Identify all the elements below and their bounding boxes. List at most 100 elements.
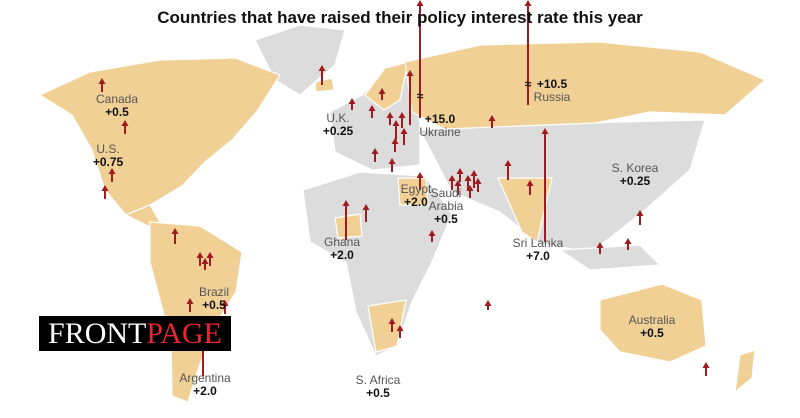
rate-change: +15.0 [424,112,456,126]
country-label: S. Africa +0.5 [356,374,401,400]
arrowhead [101,185,109,191]
arrowhead [121,120,129,126]
arrowhead [391,138,399,144]
country-label: S. Korea +0.25 [612,162,659,188]
rate-change: +0.75 [92,155,124,169]
country-label: Egypt +2.0 [401,183,432,209]
arrowhead [454,180,462,186]
country-name: S. Korea [611,161,659,175]
asia-shape [419,119,706,253]
country-name: Saudi Arabia [428,186,464,213]
arrowhead [386,112,394,118]
rate-change: +0.5 [434,212,458,226]
country-name: Ghana [323,235,361,249]
arrowhead [624,238,632,244]
frontpage-logo: FRONT PAGE [39,316,231,351]
map-title: Countries that have raised their policy … [157,8,643,27]
rate-change: +0.5 [366,386,390,400]
arrowhead [398,112,406,118]
arrowhead [448,175,456,181]
country-label: Canada +0.5 [96,93,138,119]
arrowhead [362,204,370,210]
rate-change: +2.0 [193,384,217,398]
logo-part2: PAGE [146,316,222,350]
country-label: +10.5 Russia [534,78,571,104]
arrowhead [456,168,464,174]
arrowhead [368,105,376,111]
south-america-shape [149,221,243,403]
axis-break-icon: ≈ [417,89,424,103]
arrowhead [378,88,386,94]
country-label: Saudi Arabia +0.5 [421,187,471,226]
arrowhead [396,325,404,331]
arrowhead [206,252,214,258]
arrowhead [342,200,350,206]
indonesia-shape [558,244,662,271]
country-name: Brazil [198,285,230,299]
rate-change: +0.5 [640,326,664,340]
arrowhead [186,298,194,304]
arrowhead [636,210,644,216]
india-shape [497,177,553,243]
iceland-shape [314,77,335,93]
arrowhead [392,120,400,126]
country-name: U.S. [96,142,120,156]
arrowhead [201,258,209,264]
arrowhead [541,128,549,134]
arrowhead [596,242,604,248]
rate-change: +2.0 [330,248,354,262]
logo-part1: FRONT [48,316,147,350]
axis-break-icon: ≈ [525,77,532,91]
rate-change: +0.5 [202,298,226,312]
rate-change: +2.0 [404,195,428,209]
rate-change: +0.5 [105,105,129,119]
arrowhead [221,300,229,306]
rate-change: +0.25 [619,174,651,188]
country-name: Egypt [400,182,432,196]
arrowhead [466,185,474,191]
arrowhead [474,178,482,184]
arrowhead [108,168,116,174]
country-label: +15.0 Ukraine [419,113,460,139]
central-america-shape [124,204,161,227]
arrowhead [196,252,204,258]
arrowhead [416,0,424,6]
new-zealand-shape [734,349,756,394]
arrowhead [464,175,472,181]
arrowhead [488,115,496,121]
arrowhead [348,98,356,104]
rate-change: +0.25 [322,124,354,138]
arrowhead [406,70,414,76]
country-name: Argentina [179,371,231,385]
arrowhead [484,300,492,306]
arrowhead [318,65,326,71]
country-name: U.K. [326,111,350,125]
arrowhead [524,0,532,6]
country-name: Ukraine [419,125,461,139]
scandinavia-shape [364,61,409,111]
country-label: U.K. +0.25 [323,112,353,138]
arrowhead [400,128,408,134]
country-name: Russia [533,90,571,104]
south-africa-shape [367,299,407,353]
rate-change: +7.0 [526,249,550,263]
country-label: U.S. +0.75 [93,143,123,169]
arrowhead [526,180,534,186]
australia-shape [599,283,707,363]
arrowhead [371,148,379,154]
arrowhead [388,158,396,164]
country-name: Australia [628,313,676,327]
arrowhead [171,228,179,234]
country-label: Argentina +2.0 [179,372,230,398]
arrowhead [428,230,436,236]
country-label: Sri Lanka +7.0 [513,237,564,263]
ghana-shape [334,213,363,239]
north-america-shape [38,57,281,216]
arrowhead [416,172,424,178]
country-label: Australia +0.5 [629,314,676,340]
country-name: S. Africa [355,373,401,387]
country-label: Ghana +2.0 [324,236,360,262]
country-name: Canada [95,92,139,106]
